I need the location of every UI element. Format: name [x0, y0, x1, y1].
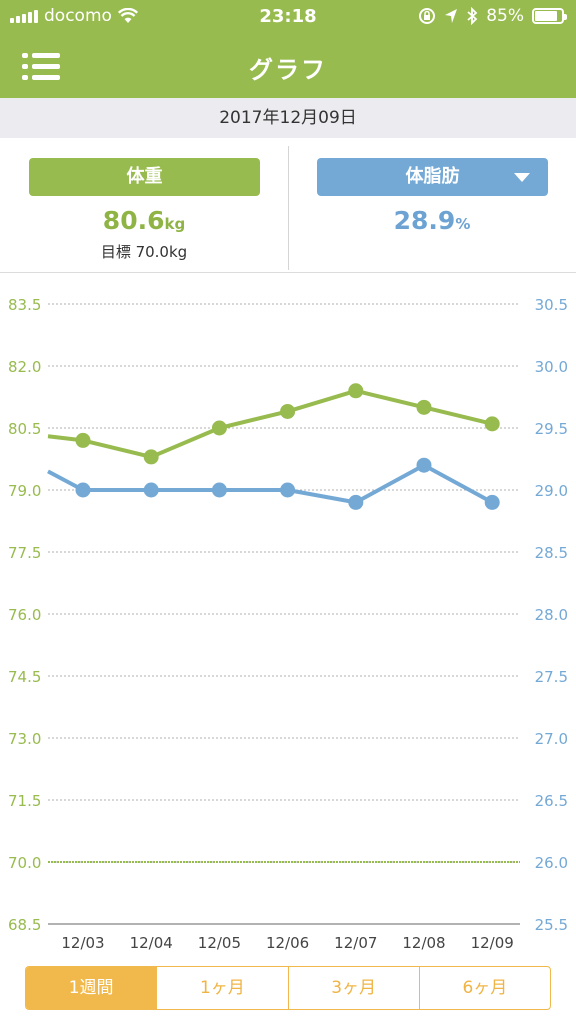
- caret-down-icon: [514, 173, 530, 182]
- location-icon: [445, 9, 458, 23]
- weight-data-point: [75, 432, 91, 448]
- divider: [288, 146, 289, 270]
- date-label: 2017年12月09日: [0, 98, 576, 138]
- period-tab-2[interactable]: 3ヶ月: [287, 967, 419, 1009]
- battery-percent: 85%: [486, 6, 524, 26]
- right-tick-label: 29.0: [535, 482, 568, 500]
- summary-cards: 体重 80.6kg 目標 70.0kg 体脂肪 28.9%: [0, 138, 576, 273]
- right-tick-label: 25.5: [535, 916, 568, 934]
- left-tick-label: 76.0: [8, 606, 41, 624]
- bluetooth-icon: [467, 7, 478, 25]
- weight-data-point: [211, 420, 227, 436]
- status-time: 23:18: [259, 6, 317, 27]
- right-tick-label: 27.0: [535, 730, 568, 748]
- battery-level: [535, 11, 558, 21]
- left-tick-label: 74.5: [8, 668, 41, 686]
- body-fat-data-point: [484, 494, 500, 510]
- left-tick-label: 70.0: [8, 854, 41, 872]
- period-tab-0[interactable]: 1週間: [26, 967, 157, 1009]
- x-tick-label: 12/09: [471, 934, 514, 952]
- body-fat-series-line: [47, 463, 494, 505]
- line-chart: 83.5 30.5 82.0 30.0 80.5 29.5 79.0 29.0 77.5 28.5…: [0, 274, 576, 960]
- weight-number: 80.6: [102, 206, 165, 235]
- x-tick-label: 12/06: [266, 934, 309, 952]
- right-tick-label: 30.0: [535, 358, 568, 376]
- nav-bar: グラフ: [0, 34, 576, 98]
- weight-series-line: [47, 388, 493, 459]
- left-tick-label: 80.5: [8, 420, 41, 438]
- status-left: docomo: [10, 6, 138, 26]
- right-tick-label: 26.5: [535, 792, 568, 810]
- right-tick-label: 28.0: [535, 606, 568, 624]
- x-tick-label: 12/03: [61, 934, 104, 952]
- chart-svg: 83.5 30.5 82.0 30.0 80.5 29.5 79.0 29.0 77.5 28.5…: [8, 296, 568, 952]
- period-selector: 1週間 1ヶ月 3ヶ月 6ヶ月: [25, 966, 551, 1010]
- left-tick-label: 71.5: [8, 792, 41, 810]
- list-menu-icon[interactable]: [22, 51, 62, 81]
- wifi-icon: [117, 8, 138, 23]
- left-tick-label: 77.5: [8, 544, 41, 562]
- body-fat-data-point: [416, 457, 432, 473]
- body-fat-value: 28.9%: [288, 206, 576, 235]
- body-fat-data-point: [348, 494, 364, 510]
- status-bar: docomo 23:18 85%: [0, 0, 576, 34]
- body-fat-data-point: [211, 482, 227, 498]
- weight-data-point: [280, 403, 296, 419]
- body-fat-label: 体脂肪: [405, 166, 460, 187]
- period-tab-1[interactable]: 1ヶ月: [156, 967, 287, 1009]
- weight-data-point: [143, 449, 159, 465]
- goal-label: 目標 70.0kg: [100, 243, 188, 261]
- left-tick-label: 79.0: [8, 482, 41, 500]
- status-right: 85%: [418, 6, 567, 26]
- x-tick-label: 12/04: [130, 934, 173, 952]
- weight-value: 80.6kg: [0, 206, 288, 235]
- body-fat-number: 28.9: [393, 206, 456, 235]
- right-tick-label: 27.5: [535, 668, 568, 686]
- right-tick-label: 26.0: [535, 854, 568, 872]
- right-tick-label: 29.5: [535, 420, 568, 438]
- right-tick-label: 30.5: [535, 296, 568, 314]
- left-tick-label: 73.0: [8, 730, 41, 748]
- weight-data-point: [416, 399, 432, 415]
- body-fat-data-point: [143, 482, 159, 498]
- battery-icon: [532, 8, 567, 24]
- left-tick-label: 82.0: [8, 358, 41, 376]
- left-tick-label: 68.5: [8, 916, 41, 934]
- signal-icon: [10, 9, 38, 23]
- page-title: グラフ: [249, 56, 327, 84]
- body-fat-data-point: [75, 482, 91, 498]
- body-fat-dropdown[interactable]: 体脂肪: [317, 158, 548, 196]
- period-tab-3[interactable]: 6ヶ月: [418, 967, 550, 1009]
- body-fat-unit: %: [455, 215, 471, 233]
- weight-data-point: [348, 383, 364, 399]
- x-tick-label: 12/07: [334, 934, 377, 952]
- right-tick-label: 28.5: [535, 544, 568, 562]
- x-tick-label: 12/05: [198, 934, 241, 952]
- weight-button[interactable]: 体重: [29, 158, 260, 196]
- weight-data-point: [484, 416, 500, 432]
- carrier-label: docomo: [44, 6, 112, 26]
- left-tick-label: 83.5: [8, 296, 41, 314]
- orientation-lock-icon: [419, 8, 436, 24]
- body-fat-data-point: [280, 482, 296, 498]
- x-tick-label: 12/08: [402, 934, 445, 952]
- weight-unit: kg: [164, 215, 186, 233]
